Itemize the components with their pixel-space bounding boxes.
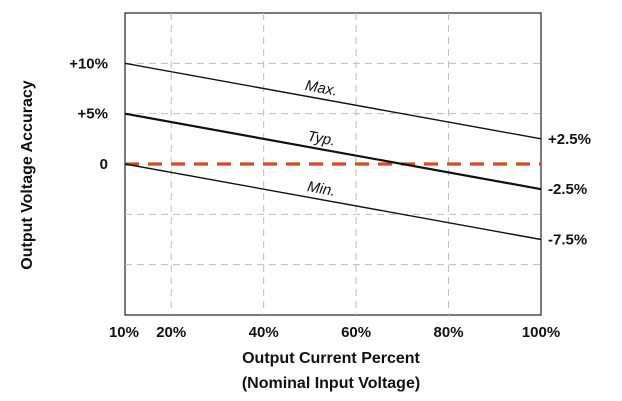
series-label-max: Max. [304,77,339,100]
series-line-max [124,62,542,140]
x-tick-label: 20% [156,324,186,341]
x-axis-title: Output Current Percent [242,350,420,367]
series-line-typ [124,112,542,191]
x-tick-label: 40% [249,324,279,341]
y-tick-label: +5% [78,106,108,123]
x-tick-label: 80% [434,324,464,341]
series-label-min: Min. [306,178,337,200]
x-tick-label: 100% [522,324,560,341]
x-tick-label: 10% [109,324,139,341]
end-label-min: -7.5% [548,232,587,249]
y-tick-label: +10% [69,55,108,72]
end-labels: +2.5% -2.5% -7.5% [548,131,591,249]
y-tick-label: 0 [100,156,108,173]
series-label-typ: Typ. [306,128,337,150]
x-tick-label: 60% [341,324,371,341]
end-label-max: +2.5% [548,131,591,148]
x-tick-labels: 10% 20% 40% 60% 80% 100% [109,324,560,341]
x-axis-subtitle: (Nominal Input Voltage) [242,375,420,392]
series-group: Max. Typ. Min. [124,62,542,241]
y-tick-labels: +10% +5% 0 [69,55,108,173]
y-axis-title: Output Voltage Accuracy [19,80,36,269]
series-line-min [124,163,542,241]
end-label-typ: -2.5% [548,181,587,198]
